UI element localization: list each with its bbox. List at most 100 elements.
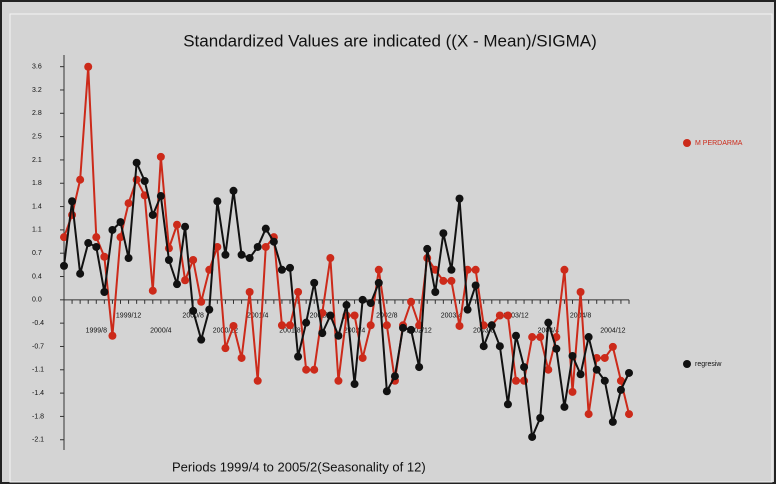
- point: [100, 288, 109, 296]
- x-tick-label: 2003/8: [473, 328, 495, 335]
- point: [584, 410, 593, 419]
- legend-label: M PERDARMA: [695, 140, 743, 147]
- x-tick-label: 2000/8: [182, 313, 204, 320]
- point: [156, 152, 165, 161]
- point: [608, 342, 617, 351]
- x-tick-label: 2001/4: [247, 313, 269, 320]
- point: [512, 376, 520, 385]
- point: [495, 311, 504, 320]
- point: [310, 278, 319, 287]
- point: [576, 288, 585, 296]
- point: [68, 197, 77, 206]
- point: [439, 276, 448, 285]
- point: [568, 387, 577, 396]
- point: [447, 276, 456, 285]
- point: [197, 297, 206, 306]
- point: [560, 402, 569, 411]
- point: [116, 218, 125, 227]
- point: [213, 242, 222, 251]
- point: [108, 331, 117, 340]
- point: [92, 233, 101, 242]
- point: [173, 280, 181, 289]
- point: [286, 321, 294, 330]
- point: [326, 311, 335, 320]
- y-tick-label: 2.1: [32, 157, 42, 164]
- point: [358, 295, 367, 304]
- point: [173, 220, 181, 229]
- point: [382, 321, 391, 330]
- x-tick-label: 2000/12: [213, 328, 238, 335]
- point: [253, 376, 262, 385]
- point: [269, 237, 278, 246]
- point: [286, 263, 294, 272]
- point: [229, 186, 238, 195]
- point: [342, 301, 351, 310]
- point: [382, 387, 391, 396]
- point: [528, 333, 537, 342]
- point: [189, 256, 198, 265]
- point: [302, 318, 311, 327]
- point: [229, 321, 238, 330]
- point: [487, 321, 496, 330]
- point: [245, 254, 254, 263]
- y-tick-label: 3.2: [32, 87, 42, 94]
- inner-frame: [9, 13, 773, 483]
- point: [463, 305, 472, 314]
- point: [140, 177, 149, 186]
- point: [374, 278, 383, 287]
- point: [205, 305, 214, 314]
- point: [237, 353, 246, 362]
- y-tick-label: -0.4: [32, 320, 44, 327]
- y-tick-label: -0.7: [32, 343, 44, 350]
- point: [100, 252, 109, 261]
- legend-label: regresiw: [695, 361, 722, 368]
- y-tick-label: -1.8: [32, 413, 44, 420]
- point: [495, 342, 504, 351]
- point: [544, 365, 553, 374]
- point: [261, 224, 270, 233]
- point: [156, 192, 165, 201]
- y-tick-label: -1.1: [32, 367, 44, 374]
- point: [334, 331, 343, 340]
- point: [310, 365, 319, 374]
- point: [520, 363, 529, 372]
- point: [302, 365, 311, 374]
- point: [237, 250, 246, 259]
- point: [277, 321, 286, 330]
- x-tick-label: 2004/12: [600, 328, 625, 335]
- point: [181, 222, 190, 231]
- point: [124, 254, 133, 263]
- point: [277, 265, 286, 274]
- point: [148, 210, 157, 219]
- point: [374, 265, 383, 274]
- point: [625, 368, 633, 377]
- y-tick-label: 3.6: [32, 64, 42, 71]
- point: [455, 321, 464, 330]
- point: [84, 62, 93, 71]
- x-tick-label: 2003/12: [503, 313, 528, 320]
- point: [92, 242, 101, 251]
- point: [84, 239, 93, 248]
- point: [431, 288, 440, 296]
- point: [447, 265, 456, 274]
- point: [576, 370, 585, 379]
- point: [164, 256, 173, 265]
- y-tick-label: 2.5: [32, 133, 42, 140]
- point: [132, 175, 141, 184]
- point: [221, 344, 230, 353]
- y-tick-label: 1.4: [32, 203, 42, 210]
- y-tick-label: 0.4: [32, 273, 42, 280]
- point: [294, 352, 303, 361]
- chart-title: Standardized Values are indicated ((X - …: [183, 31, 597, 50]
- point: [390, 372, 399, 381]
- point: [423, 244, 432, 253]
- point: [536, 414, 545, 423]
- x-tick-label: 2002/12: [406, 328, 431, 335]
- point: [181, 276, 190, 285]
- x-tick-label: 1999/8: [86, 328, 108, 335]
- y-tick-label: -1.4: [32, 390, 44, 397]
- point: [221, 250, 230, 259]
- y-tick-label: 2.8: [32, 110, 42, 117]
- point: [294, 288, 303, 296]
